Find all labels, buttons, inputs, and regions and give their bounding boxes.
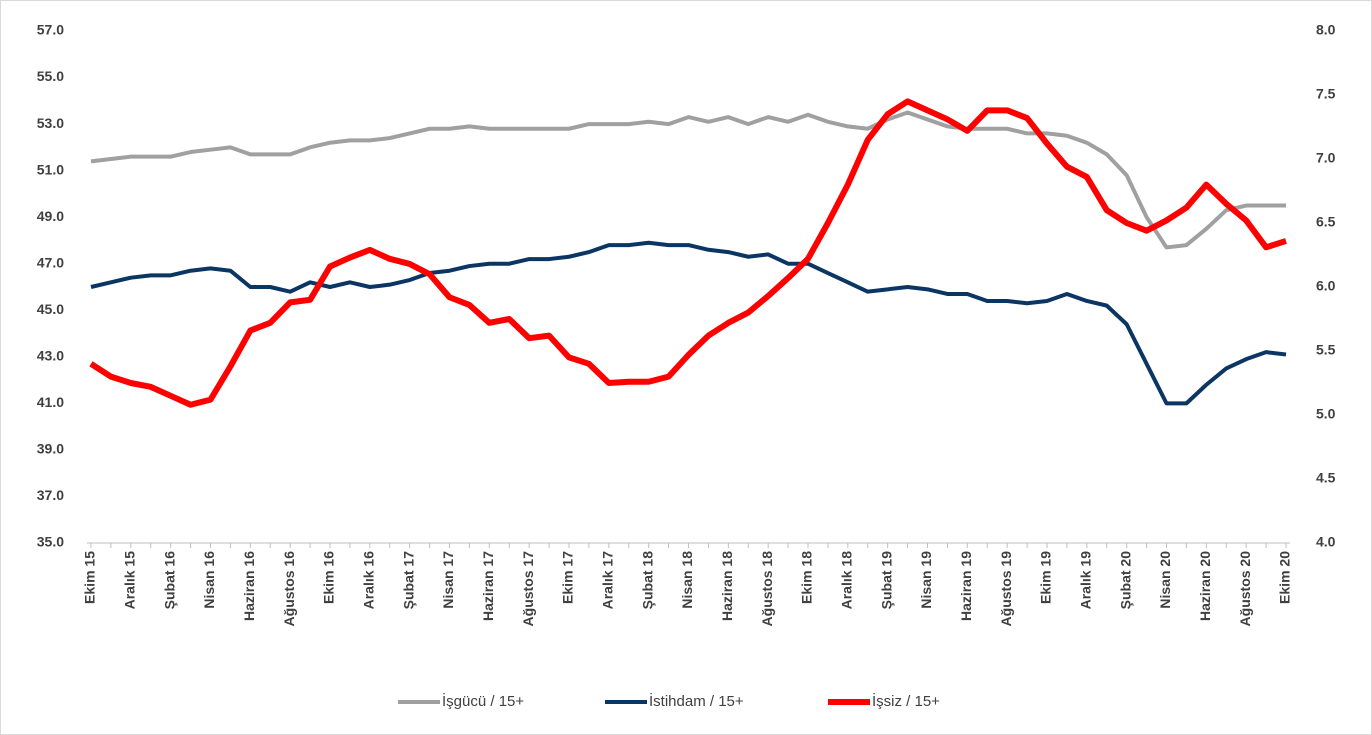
y-tick-label: 39.0 (37, 441, 64, 457)
y2-tick-label: 6.5 (1316, 214, 1336, 230)
legend-label: İşsiz / 15+ (872, 692, 940, 710)
x-tick-label: Ağustos 19 (998, 551, 1014, 627)
x-tick-label: Nisan 16 (201, 551, 217, 609)
x-tick-label: Aralık 15 (122, 551, 138, 610)
x-tick-label: Ekim 20 (1277, 551, 1293, 604)
x-tick-label: Ağustos 18 (759, 551, 775, 627)
y2-tick-label: 5.0 (1316, 406, 1336, 422)
y2-tick-label: 7.5 (1316, 86, 1336, 102)
x-tick-label: Haziran 17 (480, 551, 496, 621)
y2-tick-label: 6.0 (1316, 278, 1336, 294)
y2-tick-label: 8.0 (1316, 22, 1336, 38)
x-tick-label: Aralık 19 (1078, 551, 1094, 610)
y2-tick-label: 5.5 (1316, 342, 1336, 358)
series-line (90, 110, 1286, 250)
y-tick-label: 57.0 (37, 22, 64, 38)
x-tick-label: Ekim 16 (321, 551, 337, 604)
x-tick-label: Nisan 20 (1157, 551, 1173, 609)
x-tick-label: Şubat 18 (639, 551, 655, 610)
x-tick-label: Nisan 17 (440, 551, 456, 609)
x-tick-label: Aralık 17 (600, 551, 616, 610)
y-tick-label: 47.0 (37, 254, 64, 270)
x-tick-label: Haziran 16 (241, 551, 257, 621)
y2-tick-label: 7.0 (1316, 150, 1336, 166)
x-tick-label: Ağustos 17 (520, 551, 536, 627)
y-tick-label: 51.0 (37, 161, 64, 177)
x-tick-label: Şubat 17 (400, 551, 416, 610)
x-tick-label: Haziran 18 (719, 551, 735, 621)
y-tick-label: 35.0 (37, 534, 64, 550)
x-tick-label: Aralık 16 (361, 551, 377, 610)
y-tick-label: 45.0 (37, 301, 64, 317)
series-line (89, 98, 1287, 408)
y-tick-label: 55.0 (37, 68, 64, 84)
y2-tick-label: 4.5 (1316, 470, 1336, 486)
legend-label: İşgücü / 15+ (442, 692, 524, 710)
y-tick-label: 53.0 (37, 115, 64, 131)
y2-tick-label: 4.0 (1316, 534, 1336, 550)
x-tick-label: Nisan 18 (679, 551, 695, 609)
x-tick-label: Ekim 18 (799, 551, 815, 604)
x-tick-label: Ekim 19 (1038, 551, 1054, 604)
x-tick-label: Ağustos 20 (1237, 551, 1253, 627)
series-line (90, 240, 1287, 406)
y-tick-label: 49.0 (37, 208, 64, 224)
y-tick-label: 41.0 (37, 394, 64, 410)
x-tick-label: Ağustos 16 (281, 551, 297, 627)
y-tick-label: 37.0 (37, 487, 64, 503)
x-tick-label: Haziran 19 (958, 551, 974, 621)
x-tick-label: Şubat 16 (161, 551, 177, 610)
x-tick-label: Ekim 17 (560, 551, 576, 604)
x-tick-label: Aralık 18 (839, 551, 855, 610)
x-tick-label: Şubat 19 (878, 551, 894, 610)
x-tick-label: Haziran 20 (1197, 551, 1213, 621)
x-tick-label: Şubat 20 (1117, 551, 1133, 610)
x-tick-label: Ekim 15 (82, 551, 98, 604)
y-tick-label: 43.0 (37, 348, 64, 364)
x-tick-label: Nisan 19 (918, 551, 934, 609)
legend-label: İstihdam / 15+ (649, 692, 744, 710)
